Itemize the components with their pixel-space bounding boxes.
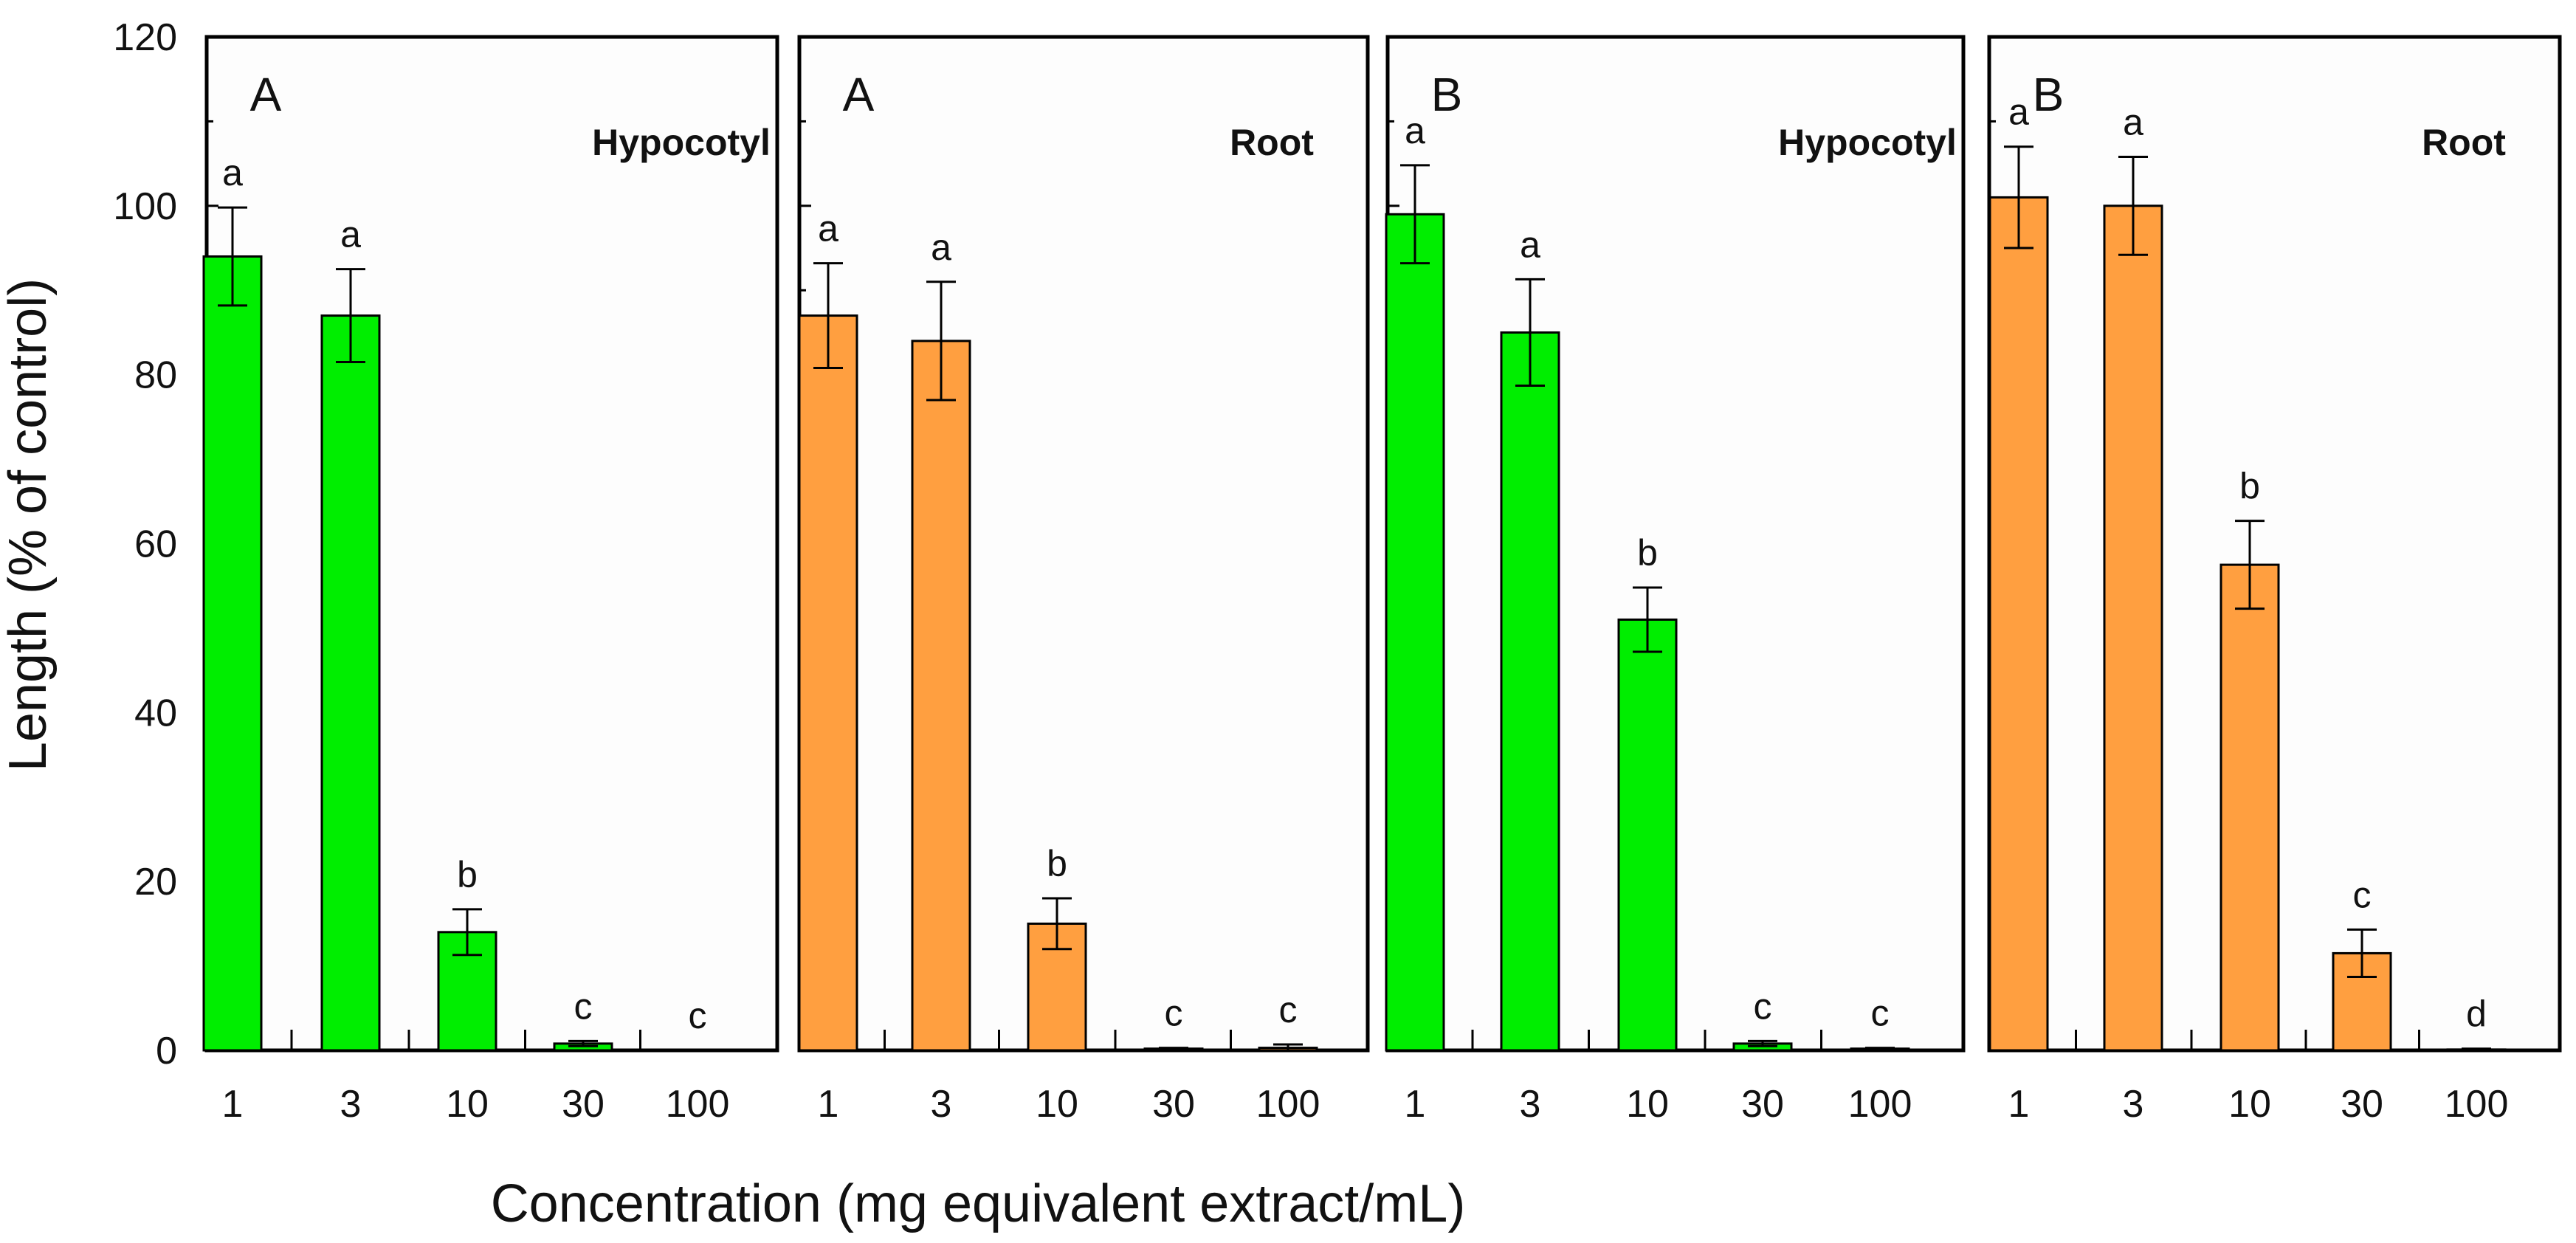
panel-1: a 1 a 3 b 10 c 30 c 100 A Hypocotyl <box>202 35 779 1126</box>
x-tick-label: 1 <box>818 1083 839 1126</box>
x-tick-label: 3 <box>1520 1083 1541 1126</box>
significance-letter: c <box>2353 874 2372 915</box>
significance-letter: a <box>931 227 951 268</box>
significance-letter: c <box>1754 985 1772 1027</box>
panel-letter: A <box>250 68 282 121</box>
bar <box>1617 618 1678 1052</box>
panel-title: Hypocotyl <box>1778 122 1957 163</box>
x-axis-title: Concentration (mg equivalent extract/mL) <box>491 1174 1466 1233</box>
bar <box>1500 331 1560 1052</box>
significance-letter: b <box>1047 843 1067 884</box>
panel-letter: A <box>843 68 875 121</box>
bar <box>798 314 858 1052</box>
significance-letter: a <box>2008 92 2029 133</box>
y-tick-label: 40 <box>134 692 177 734</box>
significance-letter: c <box>1871 993 1890 1034</box>
significance-letter: c <box>1165 993 1183 1034</box>
x-tick-label: 10 <box>1626 1083 1669 1126</box>
bar <box>1027 922 1087 1052</box>
x-tick-label: 30 <box>1741 1083 1784 1126</box>
panel-letter: B <box>2033 68 2064 121</box>
y-tick-label: 120 <box>113 16 177 59</box>
panel-title: Root <box>1230 122 1314 163</box>
significance-letter: b <box>2239 466 2260 507</box>
bar <box>2219 563 2280 1052</box>
significance-letter: b <box>1637 532 1658 574</box>
bar <box>1385 213 1445 1052</box>
significance-letter: c <box>574 985 593 1027</box>
bar <box>2103 204 2163 1052</box>
bar <box>911 340 971 1052</box>
x-tick-label: 30 <box>562 1083 605 1126</box>
significance-letter: a <box>818 208 838 249</box>
y-axis-title: Length (% of control) <box>0 278 58 771</box>
y-tick-label: 0 <box>156 1030 177 1072</box>
panel-2: a 1 a 3 b 10 c 30 c 100 A Root <box>797 35 1370 1126</box>
x-tick-label: 3 <box>2123 1083 2144 1126</box>
panel-4: a 1 a 3 b 10 c 30 d 100 B Root <box>1987 35 2562 1126</box>
panel-frame <box>204 35 779 1053</box>
significance-letter: a <box>1520 224 1540 265</box>
significance-letter: c <box>1279 989 1298 1030</box>
x-tick-label: 30 <box>2341 1083 2383 1126</box>
bar <box>1988 196 2049 1052</box>
x-tick-label: 10 <box>446 1083 489 1126</box>
panel-3: a 1 a 3 b 10 c 30 c 100 B Hypocotyl <box>1385 35 1966 1126</box>
y-tick-label: 100 <box>113 185 177 228</box>
significance-letter: b <box>457 854 478 895</box>
bar <box>320 314 381 1052</box>
significance-letter: a <box>2123 101 2143 142</box>
bar <box>202 255 263 1052</box>
y-tick-label: 20 <box>134 861 177 903</box>
significance-letter: c <box>689 995 707 1036</box>
x-tick-label: 10 <box>2228 1083 2271 1126</box>
x-tick-label: 3 <box>931 1083 952 1126</box>
y-tick-label: 60 <box>134 523 177 566</box>
x-tick-label: 100 <box>2445 1083 2509 1126</box>
x-tick-label: 1 <box>1405 1083 1426 1126</box>
significance-letter: a <box>1405 110 1425 151</box>
x-tick-label: 100 <box>1848 1083 1912 1126</box>
x-tick-label: 100 <box>666 1083 730 1126</box>
x-tick-label: 10 <box>1036 1083 1078 1126</box>
panel-frame <box>797 35 1370 1053</box>
panel-title: Root <box>2422 122 2506 163</box>
panel-title: Hypocotyl <box>592 122 771 163</box>
significance-letter: a <box>340 214 361 255</box>
y-axis: 0 20 40 60 80 100 120 <box>113 16 177 1072</box>
panel-letter: B <box>1431 68 1463 121</box>
significance-letter: a <box>222 152 243 193</box>
x-tick-label: 1 <box>222 1083 244 1126</box>
x-tick-label: 3 <box>340 1083 362 1126</box>
x-tick-label: 1 <box>2008 1083 2030 1126</box>
y-tick-label: 80 <box>134 354 177 397</box>
x-tick-label: 30 <box>1152 1083 1195 1126</box>
panels-layer: a 1 a 3 b 10 c 30 c 100 A Hypocotyl a 1 a 3 b 10 c 30 c 100 A R… <box>202 35 2562 1126</box>
x-tick-label: 100 <box>1256 1083 1320 1126</box>
significance-letter: d <box>2466 994 2487 1035</box>
